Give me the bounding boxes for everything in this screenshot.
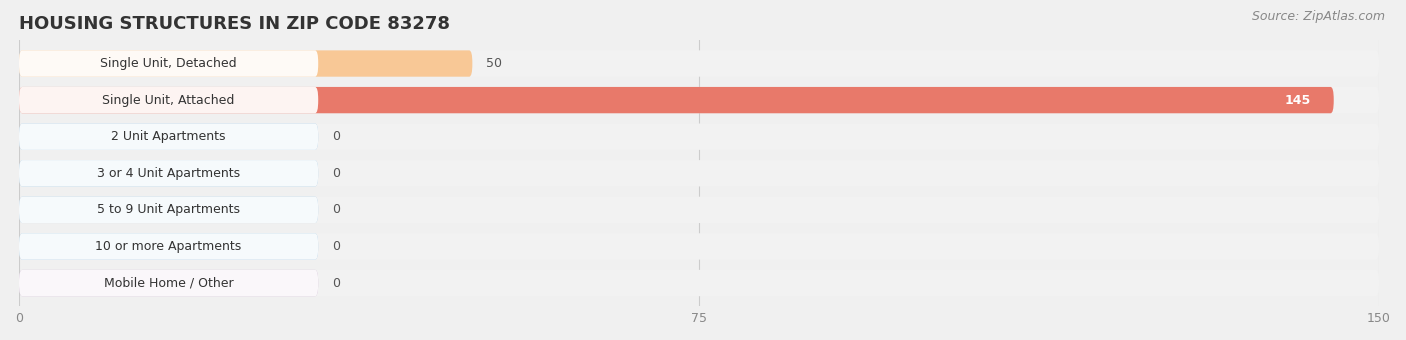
Text: 50: 50 <box>486 57 502 70</box>
Text: 0: 0 <box>332 276 340 290</box>
FancyBboxPatch shape <box>20 197 318 223</box>
Text: 10 or more Apartments: 10 or more Apartments <box>96 240 242 253</box>
FancyBboxPatch shape <box>20 197 318 223</box>
Text: 2 Unit Apartments: 2 Unit Apartments <box>111 130 226 143</box>
FancyBboxPatch shape <box>20 87 1379 113</box>
FancyBboxPatch shape <box>20 197 1379 223</box>
FancyBboxPatch shape <box>20 87 1334 113</box>
Text: 0: 0 <box>332 167 340 180</box>
FancyBboxPatch shape <box>20 160 318 186</box>
Text: HOUSING STRUCTURES IN ZIP CODE 83278: HOUSING STRUCTURES IN ZIP CODE 83278 <box>20 15 450 33</box>
FancyBboxPatch shape <box>20 160 1379 186</box>
FancyBboxPatch shape <box>20 160 318 186</box>
Text: 145: 145 <box>1285 94 1310 107</box>
FancyBboxPatch shape <box>20 270 318 296</box>
FancyBboxPatch shape <box>20 123 318 150</box>
FancyBboxPatch shape <box>20 233 318 260</box>
FancyBboxPatch shape <box>20 233 318 260</box>
FancyBboxPatch shape <box>20 50 472 77</box>
FancyBboxPatch shape <box>20 50 1379 77</box>
FancyBboxPatch shape <box>20 233 1379 260</box>
Text: Single Unit, Attached: Single Unit, Attached <box>103 94 235 107</box>
FancyBboxPatch shape <box>20 50 318 77</box>
FancyBboxPatch shape <box>20 123 1379 150</box>
Text: Single Unit, Detached: Single Unit, Detached <box>100 57 238 70</box>
FancyBboxPatch shape <box>20 270 1379 296</box>
Text: 3 or 4 Unit Apartments: 3 or 4 Unit Apartments <box>97 167 240 180</box>
Text: 0: 0 <box>332 240 340 253</box>
Text: 0: 0 <box>332 130 340 143</box>
FancyBboxPatch shape <box>20 123 318 150</box>
Text: 0: 0 <box>332 203 340 216</box>
Text: Mobile Home / Other: Mobile Home / Other <box>104 276 233 290</box>
Text: Source: ZipAtlas.com: Source: ZipAtlas.com <box>1251 10 1385 23</box>
Text: 5 to 9 Unit Apartments: 5 to 9 Unit Apartments <box>97 203 240 216</box>
FancyBboxPatch shape <box>20 270 318 296</box>
FancyBboxPatch shape <box>20 87 318 113</box>
